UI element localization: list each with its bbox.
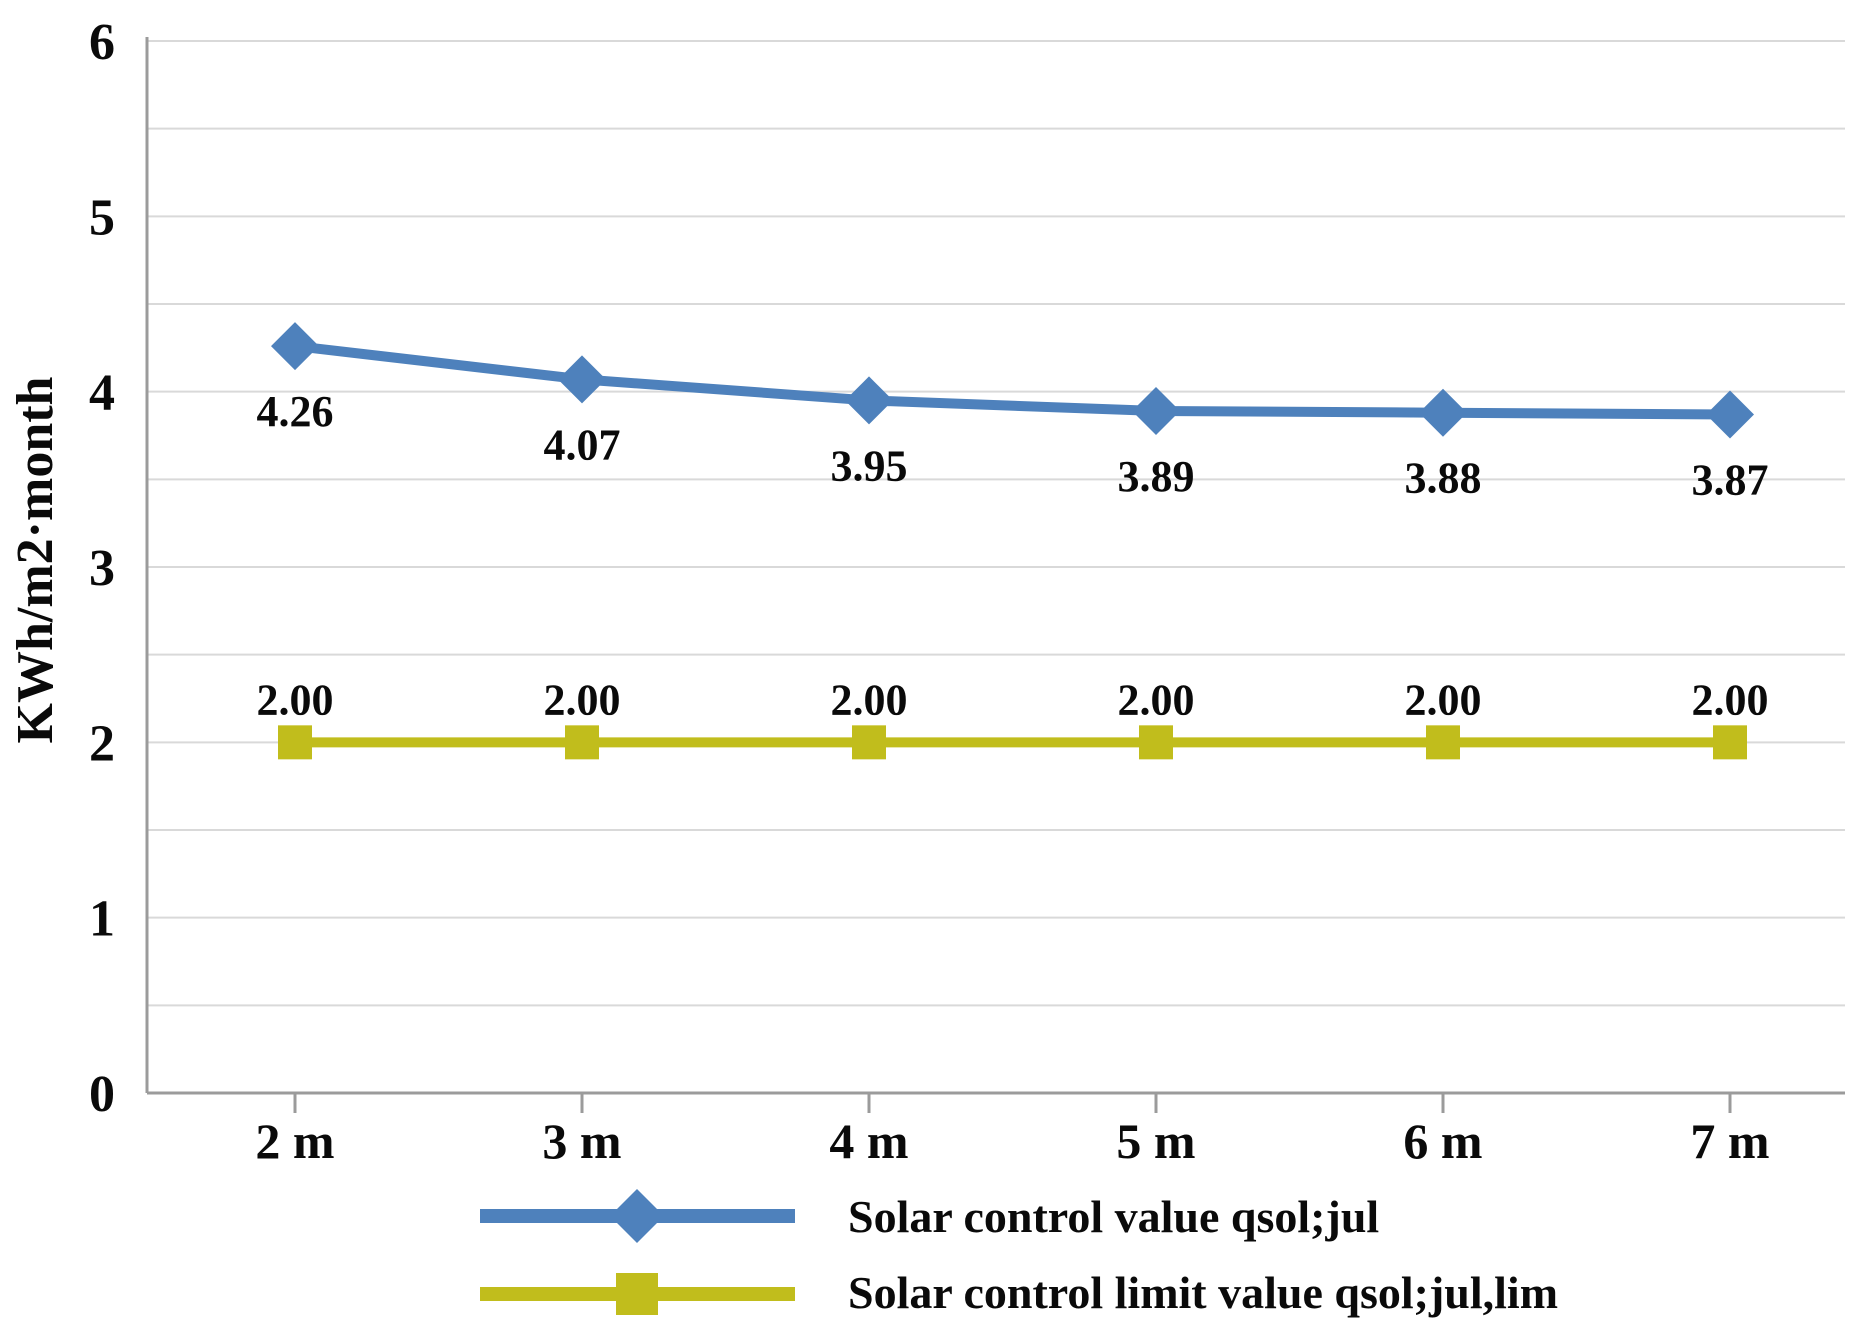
- y-tick-label: 0: [89, 1066, 115, 1123]
- y-axis-tick-labels: 0 1 2 3 4 5 6: [89, 14, 115, 1123]
- data-label: 3.95: [831, 441, 908, 490]
- x-axis-tick-labels: 2 m 3 m 4 m 5 m 6 m 7 m: [255, 1113, 1769, 1169]
- series-line: [290, 341, 1735, 420]
- data-label: 3.87: [1692, 455, 1769, 504]
- data-label: 2.00: [257, 675, 334, 724]
- data-point-square-marker: [1139, 725, 1173, 760]
- y-tick-label: 5: [89, 189, 115, 246]
- y-tick-label: 3: [89, 540, 115, 597]
- x-tick-label: 6 m: [1403, 1113, 1482, 1169]
- y-tick-label: 1: [89, 891, 115, 948]
- data-label: 2.00: [1405, 675, 1482, 724]
- data-point-square-marker: [565, 725, 599, 760]
- data-point-diamond-marker: [845, 376, 893, 425]
- data-point-square-marker: [1713, 725, 1747, 760]
- x-tick-label: 3 m: [542, 1113, 621, 1169]
- data-point-square-marker: [1426, 725, 1460, 760]
- data-point-square-marker: [278, 725, 312, 760]
- x-tick-label: 7 m: [1690, 1113, 1769, 1169]
- data-label: 4.07: [544, 420, 621, 469]
- data-point-square-marker: [852, 725, 886, 760]
- y-tick-label: 4: [89, 365, 115, 422]
- y-axis-title: KWh/m2·month: [7, 376, 64, 743]
- gridlines: [147, 40, 1845, 1007]
- axes: [145, 37, 1845, 1113]
- series-solar-control-limit-value: 2.00 2.00 2.00 2.00 2.00 2.00: [257, 675, 1769, 760]
- series-solar-control-value: 4.26 4.07 3.95 3.89 3.88 3.87: [257, 322, 1769, 504]
- data-label: 3.88: [1405, 454, 1482, 503]
- legend-square-marker: [616, 1273, 658, 1315]
- legend-label-solar-control-value: Solar control value qsol;jul: [848, 1191, 1379, 1242]
- y-tick-label: 6: [89, 14, 115, 71]
- data-label: 3.89: [1118, 452, 1195, 501]
- data-point-diamond-marker: [558, 355, 606, 404]
- data-series: 4.264.07 3.95 3.89 3.88 3.872.00 2.00 2.00 2.00…: [257, 322, 1769, 760]
- data-point-diamond-marker: [1132, 386, 1180, 435]
- data-label: 2.00: [1692, 675, 1769, 724]
- data-point-diamond-marker: [1706, 390, 1754, 439]
- legend-label-solar-control-limit-value: Solar control limit value qsol;jul,lim: [848, 1267, 1558, 1318]
- legend: Solar control value qsol;jul Solar contr…: [480, 1189, 1558, 1318]
- data-label: 2.00: [544, 675, 621, 724]
- data-label: 2.00: [831, 675, 908, 724]
- y-tick-label: 2: [89, 715, 115, 772]
- legend-diamond-marker: [610, 1189, 664, 1243]
- data-point-diamond-marker: [1419, 388, 1467, 437]
- data-label: 4.26: [257, 387, 334, 436]
- x-tick-label: 2 m: [255, 1113, 334, 1169]
- x-tick-label: 4 m: [829, 1113, 908, 1169]
- data-point-diamond-marker: [271, 322, 319, 371]
- data-label: 2.00: [1118, 675, 1195, 724]
- x-tick-label: 5 m: [1116, 1113, 1195, 1169]
- legend-swatches: [480, 1189, 795, 1315]
